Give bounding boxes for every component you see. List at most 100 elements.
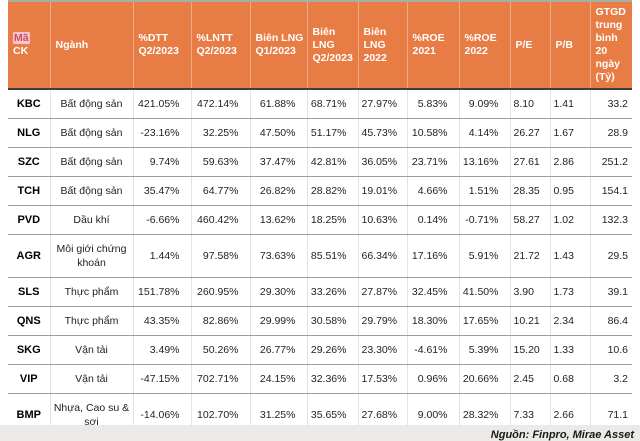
table-row: VIP Vận tải -47.15% 702.71% 24.15% 32.36% 17.5… bbox=[8, 364, 632, 394]
industry-cell: Thực phẩm bbox=[50, 277, 134, 307]
value-cell: 5.83% bbox=[407, 89, 460, 119]
column-header-roe-2021: %ROE 2021 bbox=[407, 1, 460, 90]
value-cell: 2.45 bbox=[510, 364, 551, 394]
value-cell: 33.2 bbox=[590, 89, 632, 119]
value-cell: 0.96% bbox=[407, 364, 460, 394]
ticker-cell: PVD bbox=[8, 205, 51, 235]
value-cell: 29.79% bbox=[358, 306, 408, 336]
value-cell: 29.26% bbox=[307, 335, 359, 365]
value-cell: 29.5 bbox=[590, 234, 632, 278]
value-cell: 23.71% bbox=[407, 147, 460, 177]
column-header-roe-2022: %ROE 2022 bbox=[459, 1, 511, 90]
value-cell: 1.43 bbox=[550, 234, 591, 278]
value-cell: 1.33 bbox=[550, 335, 591, 365]
ticker-cell: SKG bbox=[8, 335, 51, 365]
value-cell: 20.66% bbox=[459, 364, 511, 394]
value-cell: 17.16% bbox=[407, 234, 460, 278]
table-row: QNS Thực phẩm 43.35% 82.86% 29.99% 30.58% 29.7… bbox=[8, 306, 632, 336]
value-cell: 26.27 bbox=[510, 118, 551, 148]
header-row: Mã CK Ngành %DTT Q2/2023 %LNTT Q2/2023 Biên … bbox=[8, 1, 632, 90]
value-cell: 32.45% bbox=[407, 277, 460, 307]
value-cell: 18.30% bbox=[407, 306, 460, 336]
value-cell: 13.62% bbox=[250, 205, 308, 235]
column-header-dtt-q2-2023: %DTT Q2/2023 bbox=[133, 1, 192, 90]
industry-cell: Môi giới chứng khoán bbox=[50, 234, 134, 278]
value-cell: -0.71% bbox=[459, 205, 511, 235]
value-cell: 17.65% bbox=[459, 306, 511, 336]
value-cell: 702.71% bbox=[191, 364, 251, 394]
column-header-bien-lng-2022: Biên LNG 2022 bbox=[358, 1, 408, 90]
value-cell: 1.41 bbox=[550, 89, 591, 119]
ticker-cell: SLS bbox=[8, 277, 51, 307]
value-cell: -47.15% bbox=[133, 364, 192, 394]
value-cell: 2.86 bbox=[550, 147, 591, 177]
value-cell: 43.35% bbox=[133, 306, 192, 336]
table-row: SLS Thực phẩm 151.78% 260.95% 29.30% 33.26% 27… bbox=[8, 277, 632, 307]
value-cell: -6.66% bbox=[133, 205, 192, 235]
value-cell: 1.02 bbox=[550, 205, 591, 235]
value-cell: 30.58% bbox=[307, 306, 359, 336]
value-cell: 1.67 bbox=[550, 118, 591, 148]
value-cell: 64.77% bbox=[191, 176, 251, 206]
value-cell: 3.49% bbox=[133, 335, 192, 365]
value-cell: 5.39% bbox=[459, 335, 511, 365]
value-cell: 85.51% bbox=[307, 234, 359, 278]
value-cell: 3.90 bbox=[510, 277, 551, 307]
value-cell: 51.17% bbox=[307, 118, 359, 148]
value-cell: 154.1 bbox=[590, 176, 632, 206]
value-cell: 82.86% bbox=[191, 306, 251, 336]
value-cell: -4.61% bbox=[407, 335, 460, 365]
value-cell: 27.61 bbox=[510, 147, 551, 177]
value-cell: 9.74% bbox=[133, 147, 192, 177]
value-cell: 68.71% bbox=[307, 89, 359, 119]
ticker-cell: KBC bbox=[8, 89, 51, 119]
industry-cell: Dầu khí bbox=[50, 205, 134, 235]
value-cell: 18.25% bbox=[307, 205, 359, 235]
value-cell: 17.53% bbox=[358, 364, 408, 394]
value-cell: 73.63% bbox=[250, 234, 308, 278]
value-cell: 4.66% bbox=[407, 176, 460, 206]
value-cell: 32.25% bbox=[191, 118, 251, 148]
ticker-cell: NLG bbox=[8, 118, 51, 148]
value-cell: 33.26% bbox=[307, 277, 359, 307]
column-header-gtgd: GTGD trung bình 20 ngày (Tỷ) bbox=[590, 1, 632, 90]
column-header-bien-lng-q1-2023: Biên LNG Q1/2023 bbox=[250, 1, 308, 90]
ticker-cell: AGR bbox=[8, 234, 51, 278]
table-row: SKG Vận tải 3.49% 50.26% 26.77% 29.26% 23.30% -… bbox=[8, 335, 632, 365]
value-cell: 66.34% bbox=[358, 234, 408, 278]
column-header-bien-lng-q2-2023: Biên LNG Q2/2023 bbox=[307, 1, 359, 90]
value-cell: 10.58% bbox=[407, 118, 460, 148]
value-cell: 0.68 bbox=[550, 364, 591, 394]
value-cell: 47.50% bbox=[250, 118, 308, 148]
value-cell: 4.14% bbox=[459, 118, 511, 148]
column-header-ma-ck: Mã CK bbox=[8, 1, 51, 90]
value-cell: 39.1 bbox=[590, 277, 632, 307]
value-cell: 37.47% bbox=[250, 147, 308, 177]
value-cell: 27.97% bbox=[358, 89, 408, 119]
ticker-cell: SZC bbox=[8, 147, 51, 177]
value-cell: 45.73% bbox=[358, 118, 408, 148]
value-cell: 24.15% bbox=[250, 364, 308, 394]
value-cell: 1.51% bbox=[459, 176, 511, 206]
column-header-pe: P/E bbox=[510, 1, 551, 90]
value-cell: 28.82% bbox=[307, 176, 359, 206]
value-cell: 50.26% bbox=[191, 335, 251, 365]
value-cell: -23.16% bbox=[133, 118, 192, 148]
value-cell: 460.42% bbox=[191, 205, 251, 235]
value-cell: 0.14% bbox=[407, 205, 460, 235]
value-cell: 19.01% bbox=[358, 176, 408, 206]
value-cell: 1.44% bbox=[133, 234, 192, 278]
value-cell: 5.91% bbox=[459, 234, 511, 278]
ticker-cell: QNS bbox=[8, 306, 51, 336]
industry-cell: Bất động sản bbox=[50, 176, 134, 206]
value-cell: 2.34 bbox=[550, 306, 591, 336]
value-cell: 61.88% bbox=[250, 89, 308, 119]
value-cell: 9.09% bbox=[459, 89, 511, 119]
table-row: KBC Bất động sản 421.05% 472.14% 61.88% 68.71… bbox=[8, 89, 632, 119]
value-cell: 0.95 bbox=[550, 176, 591, 206]
value-cell: 10.6 bbox=[590, 335, 632, 365]
value-cell: 8.10 bbox=[510, 89, 551, 119]
value-cell: 97.58% bbox=[191, 234, 251, 278]
industry-cell: Thực phẩm bbox=[50, 306, 134, 336]
